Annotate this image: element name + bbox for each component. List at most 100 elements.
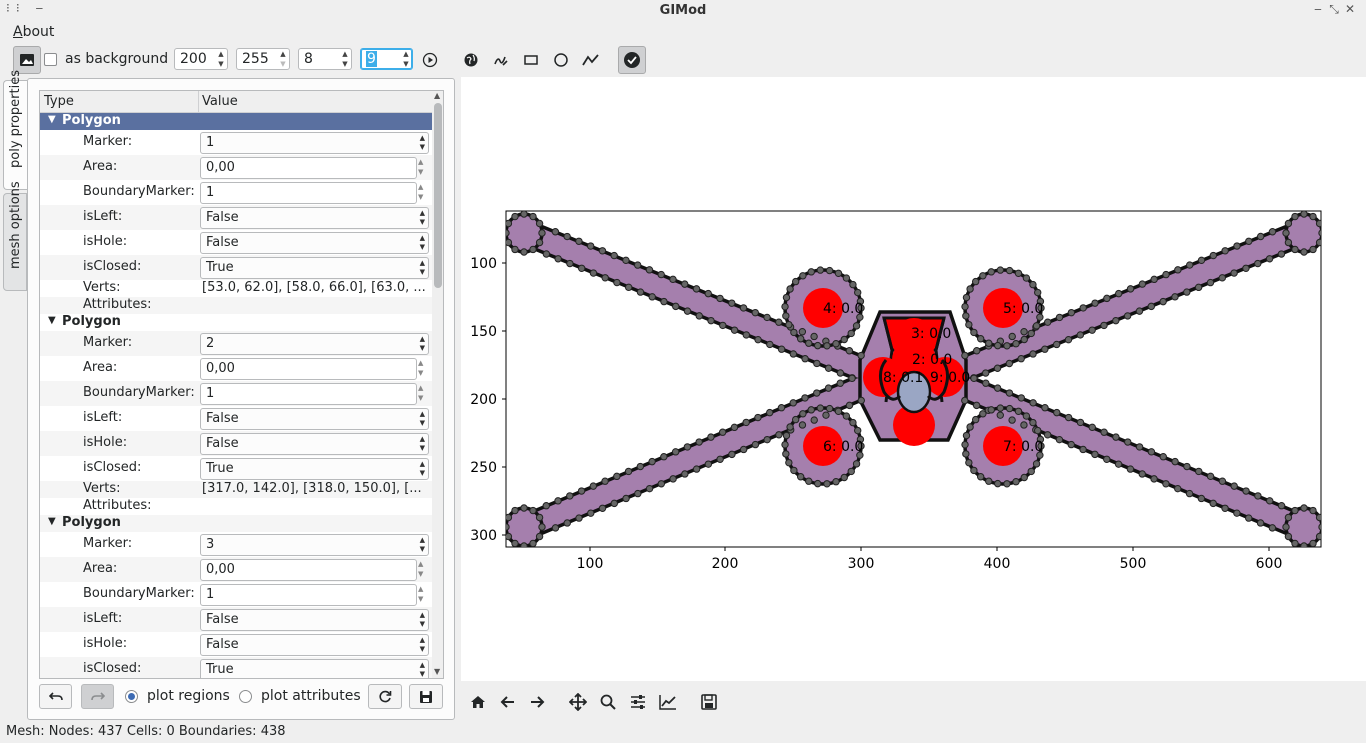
- save-icon: [420, 690, 432, 703]
- pan-icon[interactable]: [568, 692, 588, 712]
- spin-255[interactable]: 255 ▲ ▼: [236, 48, 290, 70]
- draw-circle-button[interactable]: [547, 46, 575, 74]
- polygon-group[interactable]: ▼ Polygon: [40, 515, 432, 532]
- redo-icon: [90, 691, 105, 700]
- edit-curves-icon[interactable]: [658, 692, 678, 712]
- tab-mesh-options[interactable]: mesh options: [3, 181, 27, 291]
- save-button[interactable]: [409, 684, 443, 709]
- as-background-label: as background: [65, 51, 169, 67]
- boundary-marker-field[interactable]: 1: [200, 584, 417, 606]
- y-tick-label: 150: [470, 324, 497, 340]
- tree-row-verts: Verts: [317.0, 142.0], [318.0, 150.0], […: [40, 481, 432, 498]
- plot-attributes-radio[interactable]: [239, 690, 252, 703]
- ishole-combobox[interactable]: False ▲ ▼: [200, 232, 429, 254]
- plot-regions-radio[interactable]: [125, 690, 138, 703]
- circle-icon: [554, 53, 568, 67]
- image-button[interactable]: [13, 46, 41, 74]
- spin-200[interactable]: 200 ▲ ▼: [174, 48, 228, 70]
- x-tick-label: 100: [577, 556, 604, 572]
- area-spinbox[interactable]: 0,00: [200, 358, 417, 380]
- ishole-combobox[interactable]: False ▲ ▼: [200, 433, 429, 455]
- y-tick-label: 200: [470, 392, 497, 408]
- spin-arrows-icon: ▲ ▼: [342, 50, 348, 68]
- marker-combobox[interactable]: 1 ▲ ▼: [200, 132, 429, 154]
- back-arrow-icon[interactable]: [498, 692, 518, 712]
- draw-rectangle-button[interactable]: [517, 46, 545, 74]
- area-spinbox[interactable]: 0,00: [200, 157, 417, 179]
- tree-row-boundary: BoundaryMarker: 1 ▲ ▼: [40, 381, 432, 406]
- x-tick-label: 600: [1256, 556, 1283, 572]
- window-menu-icon[interactable]: ⁝⁝ ‒: [6, 1, 50, 15]
- marker-combobox[interactable]: 3 ▲ ▼: [200, 534, 429, 556]
- tree-scrollbar[interactable]: ▲ ▼: [432, 91, 443, 678]
- tree-row-marker: Marker: 2 ▲ ▼: [40, 331, 432, 356]
- ishole-combobox[interactable]: False ▲ ▼: [200, 634, 429, 656]
- tree-header: Type Value: [40, 91, 432, 113]
- maximize-icon[interactable]: ⤡: [1329, 2, 1339, 16]
- tree-row-attributes: Attributes:: [83, 498, 152, 513]
- polygon-group[interactable]: ▼ Polygon: [40, 113, 432, 130]
- poly-properties-panel: Type Value ▼ Polygon Marker: 1 ▲ ▼ Area: 0…: [27, 78, 455, 720]
- column-type[interactable]: Type: [44, 94, 74, 109]
- close-icon[interactable]: ✕: [1344, 2, 1356, 16]
- tree-row-boundary: BoundaryMarker: 1 ▲ ▼: [40, 180, 432, 205]
- isclosed-combobox[interactable]: True ▲ ▼: [200, 257, 429, 279]
- spin-8[interactable]: 8 ▲ ▼: [298, 48, 352, 70]
- x-tick-label: 500: [1120, 556, 1147, 572]
- freehand-icon: [494, 56, 508, 66]
- draw-line-button[interactable]: [577, 46, 605, 74]
- collapse-arrow-icon: ▼: [48, 315, 56, 326]
- collapse-arrow-icon: ▼: [48, 114, 56, 125]
- plot-canvas[interactable]: 4: 0.0 5: 0.0 3: 0.0 2: 0.0 8: 0.1 9: 0.…: [461, 77, 1366, 681]
- image-icon: [20, 54, 34, 66]
- column-value[interactable]: Value: [202, 94, 238, 109]
- minimize-icon[interactable]: ‒: [1314, 2, 1322, 16]
- as-background-checkbox[interactable]: [44, 53, 57, 66]
- region-label: 8: 0.1: [883, 370, 923, 386]
- refresh-button[interactable]: [368, 684, 402, 709]
- redo-button[interactable]: [81, 684, 114, 709]
- region-label: 2: 0.0: [912, 352, 952, 368]
- home-icon[interactable]: [468, 692, 488, 712]
- tree-row-isclosed: isClosed: True ▲ ▼: [40, 456, 432, 481]
- isclosed-combobox[interactable]: True ▲ ▼: [200, 659, 429, 678]
- verts-value: [53.0, 62.0], [58.0, 66.0], [63.0, ...: [202, 280, 426, 295]
- mesh-plot: 4: 0.0 5: 0.0 3: 0.0 2: 0.0 8: 0.1 9: 0.…: [470, 210, 1322, 572]
- plot-regions-label: plot regions: [147, 688, 230, 704]
- draw-freehand-button[interactable]: [487, 46, 515, 74]
- scroll-down-icon: ▼: [434, 667, 441, 676]
- world-button[interactable]: [457, 46, 485, 74]
- save-figure-icon[interactable]: [699, 692, 719, 712]
- rectangle-icon: [524, 55, 538, 65]
- region-label: 5: 0.0: [1003, 301, 1043, 317]
- y-tick-label: 100: [470, 256, 497, 272]
- forward-arrow-icon[interactable]: [527, 692, 547, 712]
- scrollbar-thumb[interactable]: [434, 103, 442, 288]
- isleft-combobox[interactable]: False ▲ ▼: [200, 609, 429, 631]
- toolbar: as background 200 ▲ ▼ 255 ▲ ▼ 8 ▲ ▼ 9 ▲ ▼: [0, 43, 1366, 77]
- tree-row-marker: Marker: 3 ▲ ▼: [40, 532, 432, 557]
- boundary-marker-field[interactable]: 1: [200, 383, 417, 405]
- menu-about[interactable]: About: [13, 24, 55, 40]
- configure-subplots-icon[interactable]: [628, 692, 648, 712]
- marker-combobox[interactable]: 2 ▲ ▼: [200, 333, 429, 355]
- polygon-group[interactable]: ▼ Polygon: [48, 314, 121, 329]
- confirm-button[interactable]: [618, 46, 646, 74]
- tree-row-attributes: Attributes:: [40, 297, 432, 314]
- tab-poly-properties[interactable]: poly properties: [3, 70, 27, 190]
- tree-row-area: Area: 0,00 ▲ ▼: [40, 356, 432, 381]
- tree-row-area: Area: 0,00 ▲ ▼: [40, 557, 432, 582]
- zoom-icon[interactable]: [598, 692, 618, 712]
- isleft-combobox[interactable]: False ▲ ▼: [200, 207, 429, 229]
- boundary-marker-field[interactable]: 1: [200, 182, 417, 204]
- property-tree: Type Value ▼ Polygon Marker: 1 ▲ ▼ Area: 0…: [39, 90, 444, 679]
- tree-row-isleft: isLeft: False ▲ ▼: [40, 406, 432, 431]
- region-label: 9: 0.0: [930, 370, 970, 386]
- play-button[interactable]: [416, 46, 444, 74]
- isclosed-combobox[interactable]: True ▲ ▼: [200, 458, 429, 480]
- spin-9[interactable]: 9 ▲ ▼: [360, 48, 413, 70]
- scroll-up-icon: ▲: [434, 91, 441, 100]
- isleft-combobox[interactable]: False ▲ ▼: [200, 408, 429, 430]
- undo-button[interactable]: [39, 684, 72, 709]
- area-spinbox[interactable]: 0,00: [200, 559, 417, 581]
